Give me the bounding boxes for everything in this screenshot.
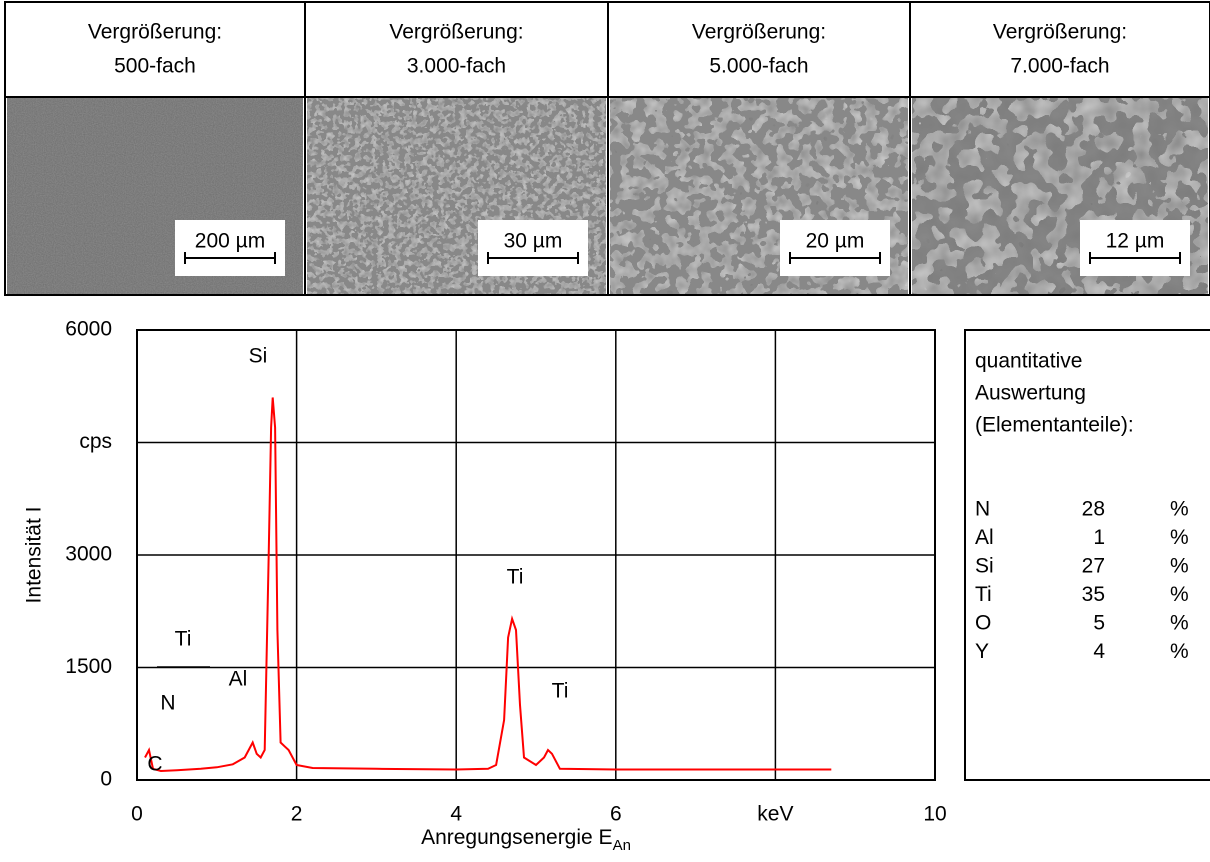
- table-cell: 28: [1082, 498, 1105, 521]
- peak-label: Ti: [552, 680, 569, 703]
- table-title: Auswertung: [975, 382, 1086, 405]
- peak-label: Si: [249, 345, 268, 368]
- spectrum-line: [145, 398, 831, 772]
- x-tick-label: 0: [131, 803, 143, 826]
- x-tick-label: keV: [757, 803, 793, 826]
- table-cell: %: [1170, 526, 1189, 549]
- magnification-label: 7.000-fach: [1010, 55, 1109, 78]
- table-cell: %: [1170, 583, 1189, 606]
- table-cell: N: [975, 498, 990, 521]
- table-cell: 5: [1093, 612, 1105, 635]
- peak-label: Ti: [507, 566, 524, 589]
- magnification-label: Vergrößerung:: [88, 21, 222, 44]
- peak-label: Ti: [175, 628, 192, 651]
- scale-label: 12 µm: [1106, 230, 1165, 253]
- figure: Vergrößerung: 500-fach 200 µm Vergrößerung:…: [0, 0, 1210, 857]
- table-cell: 27: [1082, 555, 1105, 578]
- y-axis-label: Intensität I: [23, 507, 46, 604]
- table-cell: 35: [1082, 583, 1105, 606]
- table-title: (Elementanteile):: [975, 414, 1134, 437]
- table-cell: Si: [975, 555, 994, 578]
- table-title: quantitative: [975, 350, 1082, 373]
- table-cell: 1: [1093, 526, 1105, 549]
- table-cell: Ti: [975, 583, 992, 606]
- x-tick-label: 2: [291, 803, 303, 826]
- magnification-label: Vergrößerung:: [692, 21, 826, 44]
- y-tick-label: 6000: [65, 318, 112, 341]
- table-cell: Al: [975, 526, 994, 549]
- scale-label: 200 µm: [195, 230, 265, 253]
- x-axis-label: Anregungsenergie EAn: [421, 826, 631, 854]
- table-cell: %: [1170, 498, 1189, 521]
- table-cell: %: [1170, 640, 1189, 663]
- peak-label: N: [160, 692, 175, 715]
- x-tick-label: 10: [923, 803, 946, 826]
- table-cell: Y: [975, 640, 989, 663]
- x-tick-label: 6: [610, 803, 622, 826]
- magnification-label: 3.000-fach: [407, 55, 506, 78]
- x-tick-label: 4: [450, 803, 462, 826]
- table-cell: %: [1170, 555, 1189, 578]
- y-tick-label: 1500: [65, 655, 112, 678]
- y-tick-label: 3000: [65, 543, 112, 566]
- magnification-label: 5.000-fach: [709, 55, 808, 78]
- magnification-label: Vergrößerung:: [389, 21, 523, 44]
- table-cell: O: [975, 612, 991, 635]
- y-tick-label: 0: [100, 768, 112, 791]
- table-cell: %: [1170, 612, 1189, 635]
- peak-label: Al: [229, 668, 248, 691]
- scale-label: 30 µm: [504, 230, 563, 253]
- peak-label: C: [147, 753, 162, 776]
- magnification-label: 500-fach: [114, 55, 196, 78]
- table-cell: 4: [1093, 640, 1105, 663]
- scale-label: 20 µm: [806, 230, 865, 253]
- x-axis-label-main: Anregungsenergie E: [421, 826, 612, 849]
- magnification-label: Vergrößerung:: [993, 21, 1127, 44]
- x-axis-label-sub: An: [613, 837, 631, 854]
- y-tick-label: cps: [79, 430, 112, 453]
